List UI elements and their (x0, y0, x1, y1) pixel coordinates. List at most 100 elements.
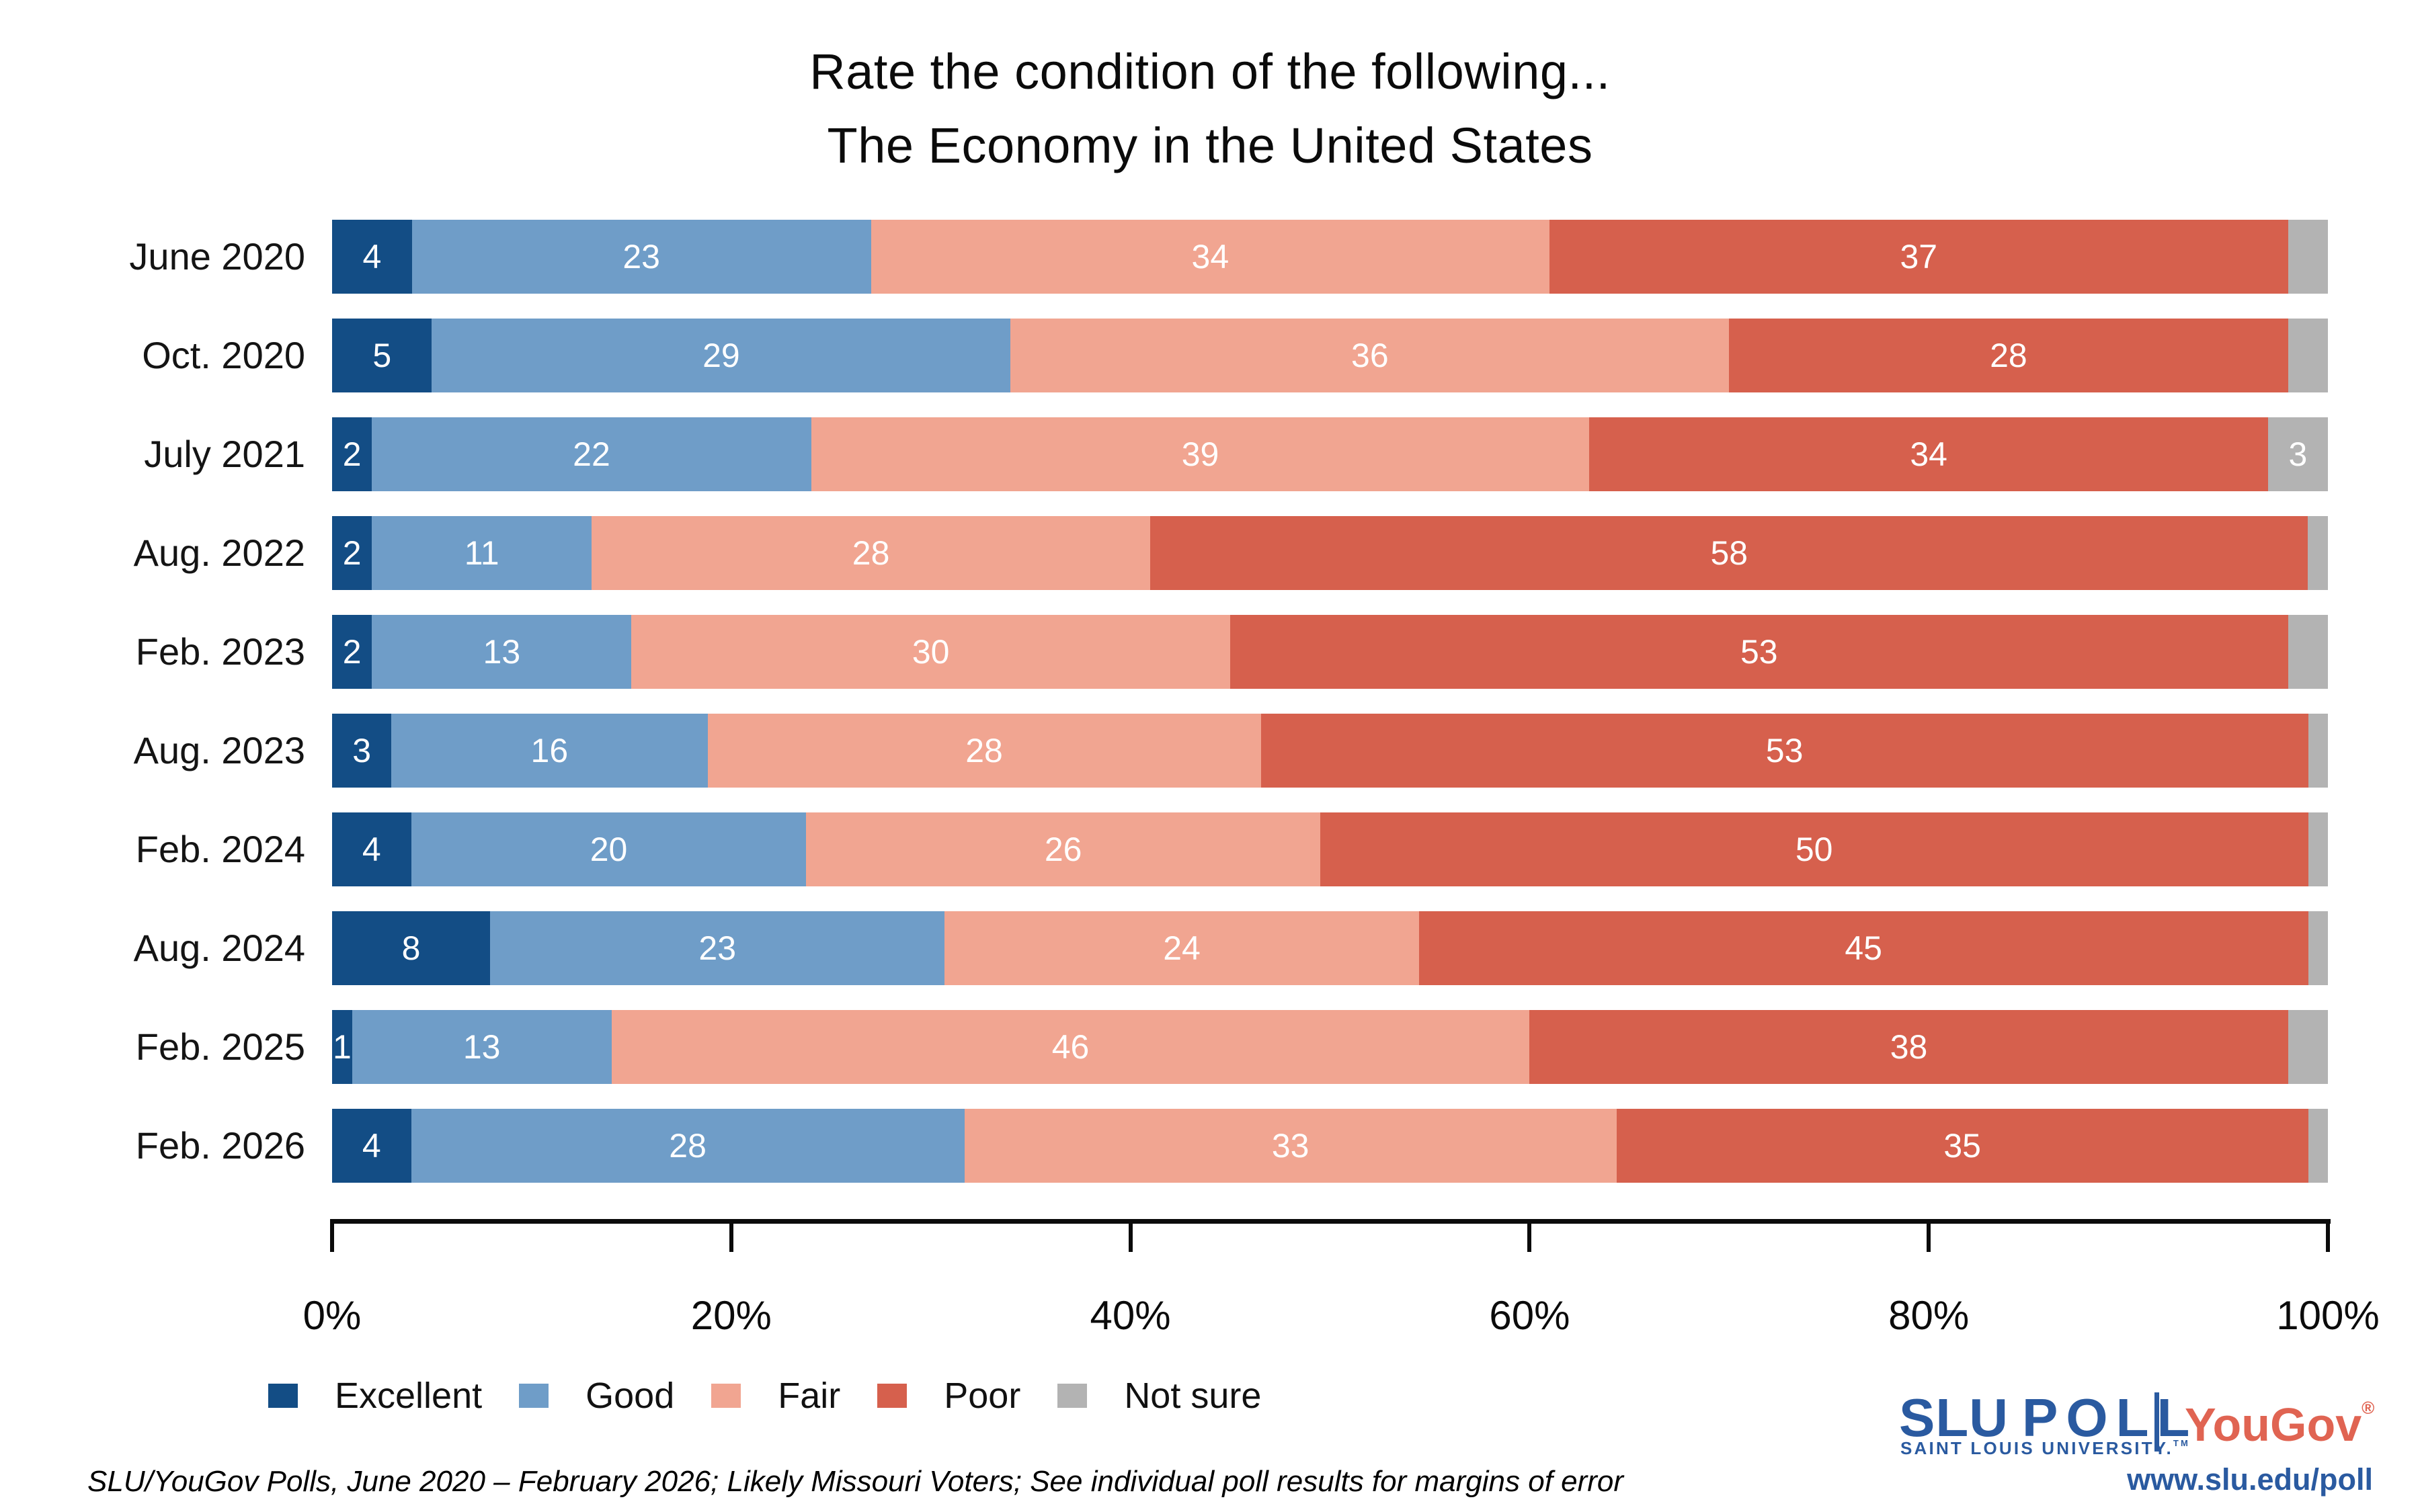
stacked-bar: 4 20 26 50 (332, 812, 2328, 886)
bar-row: Feb. 2025 1 13 46 38 (0, 1010, 2420, 1084)
segment-value-label: 28 (1990, 337, 2027, 374)
stacked-bar: 4 23 34 37 (332, 220, 2328, 294)
bar-segment-excellent: 8 (332, 911, 491, 985)
stacked-bar: 4 28 33 35 (332, 1109, 2328, 1183)
category-label: Feb. 2024 (135, 828, 305, 870)
bar-segment-fair: 30 (631, 615, 1231, 689)
slu-tagline: SAINT LOUIS UNIVERSITY.TM (1900, 1438, 2190, 1459)
yougov-text: YouGov (2185, 1398, 2362, 1451)
x-axis-line (332, 1219, 2331, 1224)
bar-segment-not-sure (2288, 615, 2328, 689)
stacked-bar: 2 13 30 53 (332, 615, 2328, 689)
category-label: Feb. 2025 (135, 1025, 305, 1068)
segment-value-label: 1 (332, 1028, 352, 1066)
axis-tick (1128, 1219, 1133, 1252)
segment-value-label: 33 (1271, 1127, 1309, 1165)
segment-value-label: 30 (912, 633, 950, 671)
slu-wordmark: SLU (1899, 1388, 2009, 1447)
bar-segment-fair: 36 (1010, 319, 1730, 392)
segment-value-label: 4 (362, 1127, 381, 1165)
bar-segment-excellent: 4 (332, 1109, 411, 1183)
bar-segment-fair: 33 (964, 1109, 1617, 1183)
category-label: July 2021 (144, 433, 305, 475)
bar-segment-not-sure (2288, 220, 2328, 294)
bar-segment-good: 22 (372, 417, 811, 491)
stacked-bar: 1 13 46 38 (332, 1010, 2328, 1084)
bar-segment-poor: 38 (1529, 1010, 2288, 1084)
segment-value-label: 3 (2288, 435, 2308, 473)
poll-wordmark: POLL (2022, 1388, 2198, 1447)
bar-segment-not-sure: 3 (2267, 417, 2328, 491)
category-label: Aug. 2022 (133, 532, 305, 574)
bar-segment-not-sure (2288, 319, 2328, 392)
slu-poll-wordmark: SLU POLL (1899, 1387, 2197, 1449)
bar-segment-good: 23 (411, 220, 871, 294)
segment-value-label: 2 (342, 633, 362, 671)
legend-swatch-good (519, 1384, 549, 1408)
segment-value-label: 46 (1051, 1028, 1090, 1066)
bar-segment-fair: 28 (591, 516, 1151, 590)
segment-value-label: 3 (352, 732, 371, 769)
legend-label: Not sure (1124, 1376, 1262, 1416)
segment-value-label: 28 (965, 732, 1003, 769)
stacked-bar: 2 11 28 58 (332, 516, 2328, 590)
bar-segment-not-sure (2308, 812, 2328, 886)
bar-segment-good: 13 (352, 1010, 612, 1084)
yougov-registered-mark: ® (2362, 1398, 2375, 1418)
category-label: June 2020 (129, 235, 305, 278)
segment-value-label: 2 (342, 435, 362, 473)
segment-value-label: 2 (342, 534, 362, 572)
axis-tick-label: 60% (1489, 1293, 1570, 1338)
segment-value-label: 23 (698, 929, 737, 967)
bar-segment-excellent: 1 (332, 1010, 352, 1084)
bar-segment-not-sure (2308, 516, 2328, 590)
brand-separator-bar (2154, 1392, 2159, 1452)
legend-item-fair: Fair (711, 1378, 840, 1414)
bar-segment-excellent: 2 (332, 615, 372, 689)
segment-value-label: 35 (1943, 1127, 1981, 1165)
bar-segment-fair: 26 (806, 812, 1320, 886)
segment-value-label: 39 (1181, 435, 1219, 473)
stacked-bar: 3 16 28 53 (332, 714, 2328, 788)
legend-item-not-sure: Not sure (1057, 1378, 1261, 1414)
segment-value-label: 11 (464, 534, 499, 572)
legend-label: Fair (778, 1376, 841, 1416)
axis-tick-label: 20% (690, 1293, 772, 1338)
legend-label: Excellent (335, 1376, 483, 1416)
segment-value-label: 24 (1163, 929, 1201, 967)
bar-segment-not-sure (2288, 1010, 2328, 1084)
segment-value-label: 37 (1900, 238, 1938, 276)
bar-segment-fair: 24 (944, 911, 1419, 985)
segment-value-label: 58 (1710, 534, 1748, 572)
bar-segment-good: 11 (372, 516, 592, 590)
segment-value-label: 36 (1351, 337, 1389, 374)
chart-title-line1: Rate the condition of the following... (809, 44, 1611, 99)
bar-row: Aug. 2022 2 11 28 58 (0, 516, 2420, 590)
stacked-bar: 5 29 36 28 (332, 319, 2328, 392)
legend-swatch-fair (711, 1384, 741, 1408)
stacked-bar: 8 23 24 45 (332, 911, 2328, 985)
legend-label: Poor (944, 1376, 1021, 1416)
bar-segment-fair: 39 (811, 417, 1590, 491)
legend-item-poor: Poor (877, 1378, 1020, 1414)
bar-segment-excellent: 2 (332, 516, 372, 590)
bar-segment-good: 23 (490, 911, 945, 985)
bar-segment-fair: 34 (871, 220, 1550, 294)
segment-value-label: 28 (852, 534, 890, 572)
bar-segment-not-sure (2308, 911, 2328, 985)
bar-segment-poor: 58 (1150, 516, 2308, 590)
source-note: SLU/YouGov Polls, June 2020 – February 2… (87, 1465, 1624, 1498)
bar-segment-good: 13 (372, 615, 632, 689)
bar-segment-excellent: 5 (332, 319, 432, 392)
category-label: Feb. 2023 (135, 630, 305, 673)
segment-value-label: 16 (530, 732, 569, 769)
bar-segment-good: 20 (411, 812, 807, 886)
bar-segment-excellent: 4 (332, 812, 411, 886)
axis-tick-label: 80% (1888, 1293, 1970, 1338)
legend-item-excellent: Excellent (268, 1378, 482, 1414)
chart-title: Rate the condition of the following... T… (0, 35, 2420, 183)
bar-segment-poor: 45 (1418, 911, 2308, 985)
branding-block: SLU POLL SAINT LOUIS UNIVERSITY.TM YouGov… (1899, 1387, 2376, 1501)
segment-value-label: 28 (669, 1127, 707, 1165)
